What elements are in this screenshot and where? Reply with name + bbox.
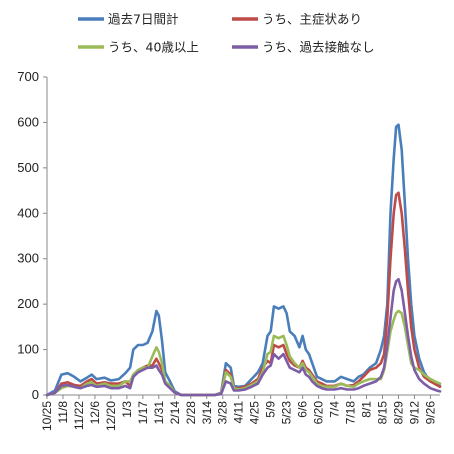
x-tick-label: 11/22 — [72, 401, 86, 430]
y-tick-label: 500 — [17, 160, 39, 175]
series-line-2 — [45, 309, 442, 397]
legend-label-2: うち、40歳以上 — [108, 40, 199, 55]
x-tick-label: 5/9 — [264, 401, 278, 418]
legend-label-0: 過去7日間計 — [108, 12, 178, 27]
x-tick-label: 7/18 — [344, 401, 358, 425]
y-tick-label: 100 — [17, 342, 39, 357]
x-tick-label: 1/31 — [152, 401, 166, 425]
x-tick-label: 12/20 — [104, 401, 118, 431]
x-tick-label: 8/29 — [391, 401, 405, 425]
x-tick-label: 9/26 — [423, 401, 437, 425]
y-tick-label: 700 — [17, 69, 39, 84]
x-tick-label: 12/6 — [88, 401, 102, 425]
series-line-3 — [45, 277, 442, 397]
x-tick-label: 9/12 — [407, 401, 421, 425]
y-tick-label: 300 — [17, 251, 39, 266]
x-tick-label: 2/28 — [184, 401, 198, 425]
y-tick-label: 400 — [17, 205, 39, 220]
x-tick-label: 6/20 — [312, 401, 326, 425]
x-tick-label: 3/14 — [200, 401, 214, 425]
series-line-0 — [45, 123, 442, 397]
legend-label-1: うち、主症状あり — [262, 12, 362, 27]
x-tick-label: 1/3 — [120, 401, 134, 418]
y-tick-label: 0 — [32, 387, 39, 402]
x-tick-label: 11/8 — [56, 401, 70, 424]
x-tick-label: 7/4 — [328, 401, 342, 418]
x-tick-label: 4/11 — [232, 401, 246, 424]
x-tick-label: 10/25 — [40, 401, 54, 431]
x-tick-label: 2/14 — [168, 401, 182, 425]
legend-label-3: うち、過去接触なし — [262, 40, 375, 55]
x-tick-label: 4/25 — [248, 401, 262, 425]
x-tick-label: 3/28 — [216, 401, 230, 425]
x-tick-label: 5/23 — [280, 401, 294, 425]
x-tick-label: 6/6 — [296, 401, 310, 418]
series-line-1 — [45, 191, 442, 397]
x-tick-label: 8/1 — [360, 401, 374, 418]
x-tick-label: 8/15 — [375, 401, 389, 425]
y-tick-label: 600 — [17, 114, 39, 129]
x-tick-label: 1/17 — [136, 401, 150, 425]
y-tick-label: 200 — [17, 296, 39, 311]
